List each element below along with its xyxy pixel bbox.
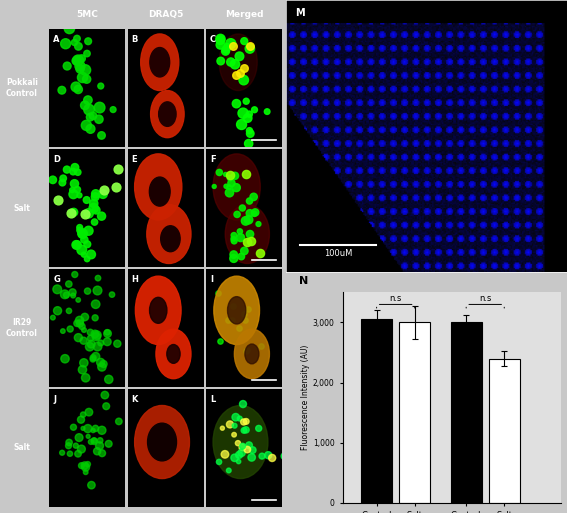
Ellipse shape (134, 154, 182, 220)
Point (225, 68, 234, 76)
Text: N: N (299, 276, 308, 286)
Text: DRAQ5: DRAQ5 (148, 10, 184, 18)
Point (328, 3, 337, 11)
Ellipse shape (167, 345, 180, 363)
Ellipse shape (136, 276, 181, 345)
Point (481, 58, 490, 67)
Text: E: E (132, 155, 137, 164)
Ellipse shape (159, 102, 176, 126)
Point (534, 32, 543, 40)
Text: F: F (210, 155, 215, 164)
Ellipse shape (150, 298, 167, 323)
Point (378, 49, 387, 57)
Point (559, 108, 567, 116)
Text: Merged: Merged (225, 10, 264, 18)
Ellipse shape (214, 276, 260, 345)
Text: C: C (210, 35, 216, 44)
Ellipse shape (147, 205, 191, 264)
Ellipse shape (213, 405, 268, 479)
Point (445, 113, 454, 122)
Point (375, 69, 384, 77)
Point (335, 4, 344, 12)
Text: 100uM: 100uM (324, 249, 353, 259)
Text: n.s: n.s (479, 294, 492, 303)
Bar (451, 323, 482, 503)
Ellipse shape (213, 154, 260, 220)
Ellipse shape (149, 177, 170, 206)
Point (549, 101, 558, 109)
Point (384, 167, 393, 175)
Text: G: G (53, 275, 60, 284)
Point (466, 247, 475, 255)
Point (413, 129, 422, 137)
Bar (489, 359, 520, 503)
Text: J: J (53, 395, 56, 404)
Point (396, 105, 405, 113)
Point (397, 92, 406, 100)
Text: A: A (53, 35, 60, 44)
Bar (361, 320, 392, 503)
Ellipse shape (151, 90, 184, 137)
Point (463, 90, 472, 98)
Text: M: M (295, 8, 304, 18)
Point (561, 142, 567, 150)
Ellipse shape (225, 205, 269, 264)
Text: I: I (210, 275, 213, 284)
Ellipse shape (150, 48, 170, 77)
Point (490, 91, 499, 99)
Point (413, 241, 422, 249)
Ellipse shape (156, 329, 191, 379)
Point (404, 68, 413, 76)
Text: Pokkali
Control: Pokkali Control (6, 78, 37, 98)
Point (433, 56, 442, 65)
Point (479, 73, 488, 81)
Text: Salt: Salt (13, 443, 30, 452)
Point (428, 0, 437, 5)
Bar (399, 323, 430, 503)
Ellipse shape (134, 405, 189, 479)
Point (498, 0, 507, 6)
Point (490, 126, 500, 134)
Text: 5MC: 5MC (77, 10, 98, 18)
Text: L: L (210, 395, 215, 404)
Ellipse shape (245, 344, 259, 364)
Point (505, 47, 514, 55)
Ellipse shape (141, 34, 179, 90)
Text: H: H (132, 275, 138, 284)
Ellipse shape (219, 34, 257, 90)
Ellipse shape (234, 329, 269, 379)
Point (412, 84, 421, 92)
Point (426, 131, 435, 140)
Ellipse shape (160, 226, 180, 252)
Point (357, 35, 366, 44)
Ellipse shape (227, 297, 246, 324)
Text: D: D (53, 155, 60, 164)
Ellipse shape (147, 423, 176, 461)
Y-axis label: Fluorescence Intensity (AU): Fluorescence Intensity (AU) (301, 345, 310, 450)
Text: IR29
Control: IR29 Control (6, 318, 37, 338)
Text: Salt: Salt (13, 204, 30, 212)
Text: K: K (132, 395, 138, 404)
Text: B: B (132, 35, 138, 44)
Text: n.s: n.s (390, 294, 402, 303)
